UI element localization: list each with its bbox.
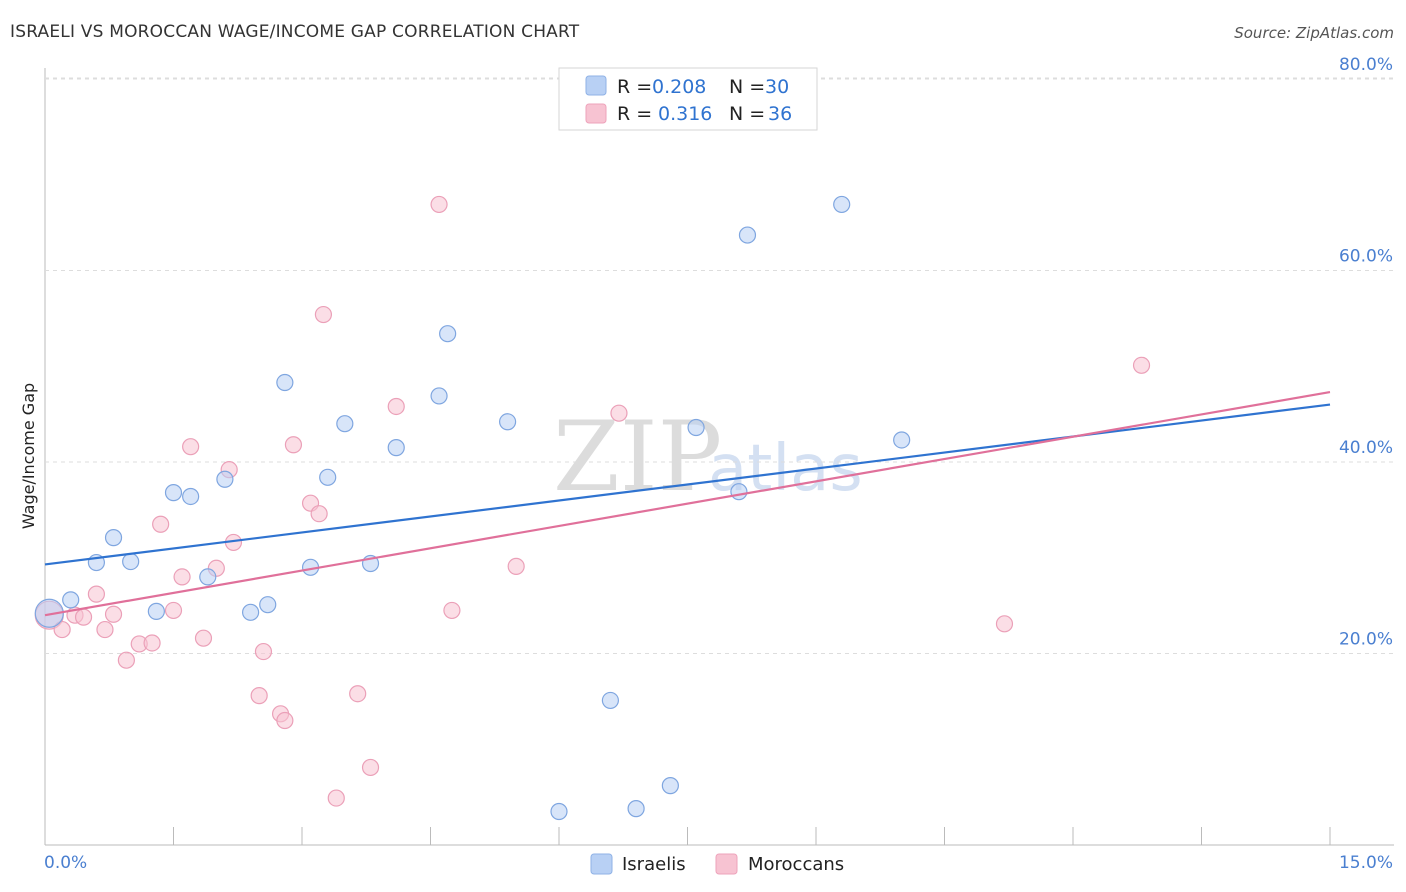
israeli-point — [276, 373, 294, 392]
moroccan-point — [310, 505, 328, 523]
x-tick-label-min: 0.0% — [44, 853, 87, 873]
series-legend: Israelis Moroccans — [590, 853, 844, 875]
israeli-point — [104, 529, 123, 547]
israeli-point — [242, 603, 260, 621]
israeli-point — [738, 226, 757, 244]
legend-n-label-moroccans: N = — [729, 103, 765, 125]
moroccan-point — [361, 758, 380, 777]
israeli-point — [216, 470, 234, 488]
moroccan-point — [349, 685, 367, 703]
israeli-point — [687, 418, 705, 437]
israeli-point — [833, 195, 851, 214]
moroccan-point — [610, 404, 628, 422]
y-axis-title: Wage/Income Gap — [19, 383, 38, 529]
moroccan-point — [276, 711, 294, 730]
moroccan-point — [507, 557, 525, 575]
israeli-point — [430, 387, 448, 405]
legend-r-value-israelis: 0.208 — [652, 76, 706, 98]
israeli-point — [199, 568, 217, 586]
legend-n-value-moroccans: 36 — [768, 103, 792, 125]
legend-r-value-moroccans: 0.316 — [658, 103, 712, 125]
moroccan-point — [74, 608, 93, 626]
gridlines — [45, 77, 1394, 654]
israelis-points — [34, 195, 911, 821]
x-ticks — [173, 827, 1331, 845]
israeli-point — [387, 439, 405, 457]
legend-r-label-moroccans: R = — [617, 103, 652, 125]
moroccans-trend-line — [44, 391, 1331, 617]
moroccan-point — [284, 436, 303, 454]
israeli-point — [439, 325, 457, 343]
moroccan-point — [53, 620, 71, 639]
moroccan-point — [254, 642, 273, 661]
israeli-point — [550, 802, 568, 821]
israeli-point — [661, 777, 679, 795]
y-tick-label: 60.0% — [1339, 247, 1393, 267]
legend-swatch-moroccans — [585, 103, 607, 124]
israeli-point — [122, 552, 140, 571]
moroccan-point — [387, 397, 405, 416]
israeli-point — [34, 598, 64, 628]
bottom-legend-moroccans: Moroccans — [748, 854, 844, 875]
moroccan-point — [182, 438, 200, 456]
moroccan-point — [164, 601, 183, 620]
moroccan-point — [194, 629, 213, 647]
y-tick-label: 40.0% — [1339, 438, 1393, 458]
moroccan-point — [104, 605, 123, 623]
watermark-zip: ZIP — [553, 401, 722, 513]
moroccan-point — [314, 305, 333, 324]
moroccan-point — [250, 687, 268, 705]
moroccan-point — [443, 601, 461, 620]
source-label: Source: ZipAtlas.com — [1234, 24, 1394, 42]
israeli-point — [499, 413, 517, 431]
x-tick-label-max: 15.0% — [1339, 853, 1393, 873]
israeli-point — [147, 602, 165, 620]
y-tick-label: 20.0% — [1339, 630, 1393, 650]
legend-r-label-israelis: R = — [617, 76, 652, 98]
moroccan-point — [117, 651, 135, 669]
y-tick-label: 80.0% — [1339, 55, 1393, 75]
legend-n-label-israelis: N = — [729, 76, 765, 98]
israeli-point — [627, 800, 645, 818]
israeli-point — [893, 431, 911, 449]
correlation-legend: R = 0.208 N = 30 R = 0.316 N = 36 — [558, 67, 818, 131]
israeli-point — [182, 487, 200, 506]
moroccan-point — [152, 515, 170, 533]
moroccan-point — [96, 620, 114, 639]
israeli-point — [730, 483, 748, 501]
moroccan-point — [87, 585, 106, 603]
legend-swatch-israelis — [585, 75, 607, 96]
moroccan-point — [430, 195, 448, 214]
trend-lines — [44, 391, 1331, 617]
israeli-point — [601, 691, 620, 710]
bottom-legend-swatch-moroccans — [715, 853, 738, 875]
israeli-point — [62, 591, 80, 609]
bottom-legend-israelis: Israelis — [622, 854, 686, 875]
legend-n-value-israelis: 30 — [765, 76, 789, 98]
israeli-point — [319, 468, 337, 486]
israeli-point — [336, 415, 354, 433]
chart-title: ISRAELI VS MOROCCAN WAGE/INCOME GAP CORR… — [10, 22, 580, 42]
moroccan-point — [143, 634, 161, 652]
israelis-trend-line — [44, 403, 1331, 566]
bottom-legend-swatch-israelis — [590, 853, 613, 875]
y-tick-labels: 20.0% 40.0% 60.0% 80.0% — [1339, 55, 1393, 650]
moroccan-point — [1132, 356, 1151, 374]
moroccan-point — [173, 568, 191, 586]
israeli-point — [164, 484, 183, 502]
moroccan-point — [327, 789, 345, 807]
israeli-point — [259, 596, 277, 614]
moroccan-point — [995, 615, 1014, 633]
